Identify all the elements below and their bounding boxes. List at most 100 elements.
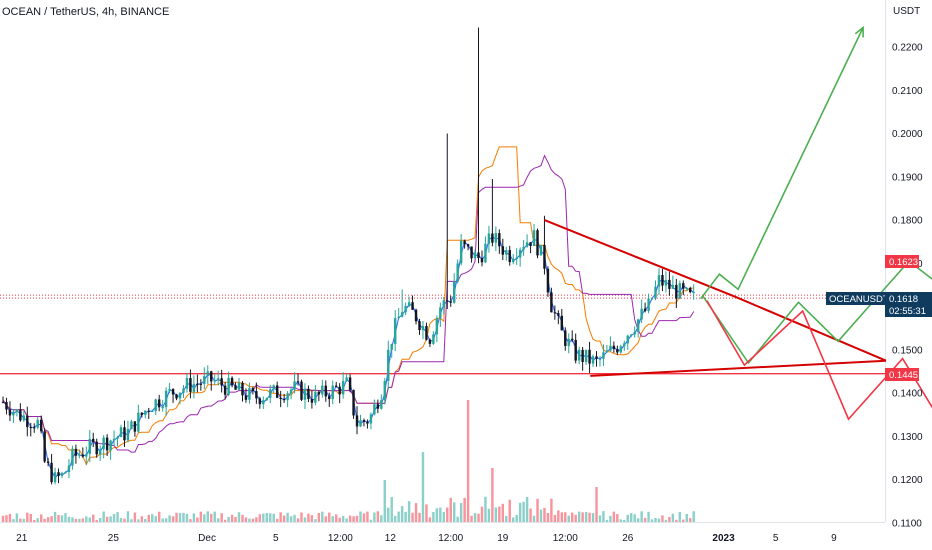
candle-body[interactable] [293,381,296,390]
candle-body[interactable] [383,381,387,401]
candle-body[interactable] [53,472,57,483]
candle-body[interactable] [248,388,251,400]
candle-body[interactable] [397,316,400,319]
candle-body[interactable] [321,385,324,395]
candle-body[interactable] [390,343,393,350]
candle-body[interactable] [668,279,671,289]
candle-body[interactable] [505,250,508,255]
candle-body[interactable] [324,385,328,397]
candle-body[interactable] [137,412,140,432]
candle-body[interactable] [571,338,574,340]
candle-body[interactable] [234,385,237,390]
candle-body[interactable] [144,410,147,415]
candle-body[interactable] [26,415,29,428]
candle-body[interactable] [529,242,532,246]
candle-body[interactable] [60,473,64,476]
candle-body[interactable] [81,454,85,457]
candle-body[interactable] [602,352,605,359]
candle-body[interactable] [151,411,154,413]
candle-body[interactable] [112,438,116,441]
candle-body[interactable] [359,420,362,427]
candle-body[interactable] [400,312,404,317]
candle-body[interactable] [123,427,126,441]
candle-body[interactable] [230,377,234,386]
candle-body[interactable] [352,389,355,416]
candle-body[interactable] [404,306,407,313]
candle-body[interactable] [258,398,262,405]
candle-body[interactable] [654,286,657,299]
candle-body[interactable] [15,409,19,412]
candle-body[interactable] [380,400,383,409]
candle-body[interactable] [223,385,227,395]
candle-body[interactable] [546,268,550,293]
candle-body[interactable] [682,283,685,289]
candle-body[interactable] [518,249,522,258]
candle-body[interactable] [164,390,168,408]
candle-body[interactable] [577,349,581,361]
candle-body[interactable] [67,465,71,473]
candle-body[interactable] [282,398,286,401]
candle-body[interactable] [449,301,452,303]
candle-body[interactable] [501,246,505,255]
candle-body[interactable] [407,302,411,307]
candle-body[interactable] [334,385,338,387]
candle-body[interactable] [78,454,81,456]
candle-body[interactable] [269,389,272,398]
candle-body[interactable] [126,429,130,441]
candle-body[interactable] [272,385,275,390]
candle-body[interactable] [477,252,480,259]
candle-body[interactable] [289,389,293,394]
candle-body[interactable] [275,385,279,398]
candle-body[interactable] [130,421,133,430]
candle-body[interactable] [591,356,595,364]
candle-body[interactable] [303,388,307,400]
candle-body[interactable] [456,263,459,282]
candle-body[interactable] [12,411,15,416]
candle-body[interactable] [560,315,564,331]
candle-body[interactable] [567,338,570,346]
candle-body[interactable] [57,472,60,476]
candle-body[interactable] [348,377,352,390]
candle-body[interactable] [498,233,501,247]
candle-body[interactable] [29,427,32,429]
candle-body[interactable] [373,404,376,415]
candle-body[interactable] [439,307,442,319]
candle-body[interactable] [46,461,50,463]
upper-level-tag[interactable]: 0.1623 [885,255,919,268]
candle-body[interactable] [685,288,688,290]
candle-body[interactable] [328,396,331,400]
candle-body[interactable] [85,453,88,457]
candle-body[interactable] [369,414,373,424]
candle-body[interactable] [19,409,22,421]
candle-body[interactable] [119,427,123,438]
candle-body[interactable] [95,441,98,455]
candle-body[interactable] [203,376,206,385]
candle-body[interactable] [550,292,553,313]
candle-body[interactable] [8,409,12,416]
candle-body[interactable] [411,302,414,310]
candle-body[interactable] [425,325,428,340]
candle-body[interactable] [196,383,199,385]
candle-body[interactable] [64,472,67,474]
candle-body[interactable] [220,378,223,386]
candle-body[interactable] [366,421,369,424]
candle-body[interactable] [192,383,196,392]
candle-body[interactable] [414,309,418,322]
candle-body[interactable] [210,371,213,382]
candle-body[interactable] [182,388,185,393]
candle-body[interactable] [459,240,463,264]
candle-body[interactable] [88,438,91,454]
candle-body[interactable] [647,298,650,311]
candle-body[interactable] [588,349,591,364]
candle-body[interactable] [473,252,477,259]
red-projection-arrow[interactable] [706,300,932,523]
candle-body[interactable] [636,319,640,332]
candle-body[interactable] [279,397,282,399]
candle-body[interactable] [692,291,695,293]
candle-body[interactable] [22,415,26,421]
candle-body[interactable] [612,345,616,350]
candle-body[interactable] [296,381,300,383]
candle-body[interactable] [522,246,525,250]
candle-body[interactable] [605,350,609,353]
candle-body[interactable] [216,378,220,381]
